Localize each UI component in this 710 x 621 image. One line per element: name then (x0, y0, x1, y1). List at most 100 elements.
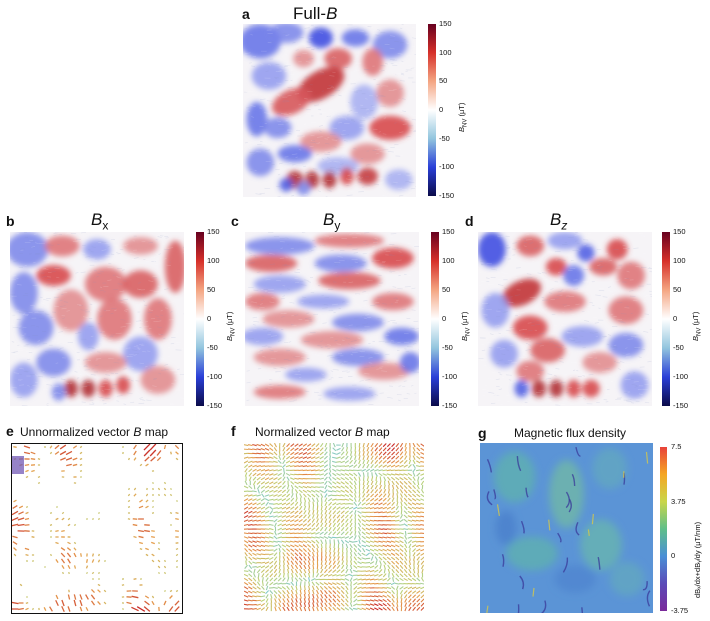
texture-streak (304, 319, 309, 322)
vector-arrow (306, 536, 312, 539)
vector-arrow (307, 556, 311, 561)
vector-arrow (378, 591, 383, 594)
vector-arrow (144, 600, 150, 606)
vector-arrow (395, 560, 400, 565)
vector-arrow (349, 459, 353, 464)
field-region (514, 379, 529, 398)
vector-arrow (340, 582, 345, 586)
vector-arrow (340, 489, 345, 493)
flux-source-feature (486, 605, 489, 613)
vector-arrow (252, 586, 257, 590)
vector-arrow (298, 540, 304, 543)
vector-arrow (420, 469, 424, 472)
texture-streak (174, 379, 177, 382)
vector-arrow (362, 446, 365, 452)
vector-arrow (374, 472, 378, 477)
vector-arrow (286, 476, 290, 481)
vector-arrow (311, 443, 316, 447)
vector-arrow (332, 556, 336, 561)
vector-arrow (311, 578, 316, 581)
vector-arrow (277, 590, 282, 595)
vector-arrow (374, 497, 379, 502)
vector-arrow (295, 585, 298, 591)
texture-streak (581, 373, 586, 376)
flux-sink-feature (571, 473, 576, 487)
texture-streak (399, 154, 404, 157)
vector-arrow (264, 532, 270, 535)
vector-arrow (73, 523, 77, 527)
vector-arrow (298, 552, 303, 557)
field-region (271, 87, 311, 116)
vector-arrow (277, 489, 282, 493)
texture-streak (397, 112, 404, 114)
vector-arrow (260, 448, 266, 451)
vector-arrow (365, 603, 371, 606)
vector-arrow (97, 511, 101, 515)
vector-arrow (320, 564, 323, 570)
vector-arrow (311, 522, 316, 527)
vector-arrow (333, 543, 336, 549)
vector-arrow (252, 577, 257, 582)
vector-arrow (396, 606, 399, 612)
texture-streak (540, 271, 543, 273)
texture-streak (173, 332, 178, 334)
vector-arrow (399, 556, 404, 561)
texture-streak (373, 241, 378, 244)
vector-arrow (404, 451, 408, 456)
vector-arrow (323, 585, 328, 590)
vector-arrow (353, 459, 357, 465)
texture-streak (403, 380, 407, 382)
vector-arrow (387, 497, 391, 502)
vector-arrow (382, 469, 388, 472)
vector-arrow (307, 552, 311, 557)
texture-streak (650, 291, 652, 293)
vector-arrow (269, 564, 274, 569)
vector-arrow (378, 569, 383, 574)
vector-arrow (308, 598, 311, 603)
vector-arrow (400, 497, 403, 502)
vector-arrow (37, 475, 41, 479)
texture-streak (547, 399, 552, 402)
vector-arrow (336, 536, 341, 539)
vector-arrow (332, 594, 337, 599)
texture-streak (524, 365, 529, 368)
vector-arrow (157, 565, 161, 569)
vector-arrow (386, 469, 392, 472)
vector-arrow (252, 544, 257, 548)
vector-arrow (25, 469, 29, 473)
vector-arrow (395, 515, 400, 518)
vector-arrow (60, 558, 66, 564)
vector-arrow (324, 510, 328, 515)
field-region (322, 171, 337, 189)
vector-arrow (60, 547, 66, 551)
texture-streak (261, 289, 267, 291)
vector-arrow (256, 544, 262, 548)
vector-arrow (303, 560, 307, 565)
texture-streak (554, 375, 557, 377)
vector-arrow (362, 472, 365, 477)
vector-arrow (261, 585, 265, 590)
vector-arrow (295, 593, 298, 599)
vector-arrow (273, 577, 278, 582)
vector-arrow (382, 598, 387, 603)
vector-arrow (269, 577, 274, 582)
field-region (53, 289, 89, 332)
vector-arrow (269, 510, 274, 515)
vector-arrow (331, 498, 337, 501)
vector-arrow (299, 505, 303, 511)
vector-arrow (25, 511, 29, 515)
texture-streak (588, 304, 592, 307)
vector-arrow (323, 489, 328, 494)
vector-arrow (312, 560, 315, 566)
field-region (98, 379, 113, 398)
texture-streak (284, 312, 287, 315)
texture-streak (488, 392, 495, 394)
texture-streak (142, 300, 146, 302)
vector-arrow (373, 540, 379, 543)
texture-streak (154, 263, 161, 265)
vector-arrow (252, 443, 257, 447)
vector-arrow (361, 468, 366, 472)
texture-streak (73, 392, 77, 394)
texture-streak (64, 382, 70, 384)
texture-streak (363, 397, 368, 400)
